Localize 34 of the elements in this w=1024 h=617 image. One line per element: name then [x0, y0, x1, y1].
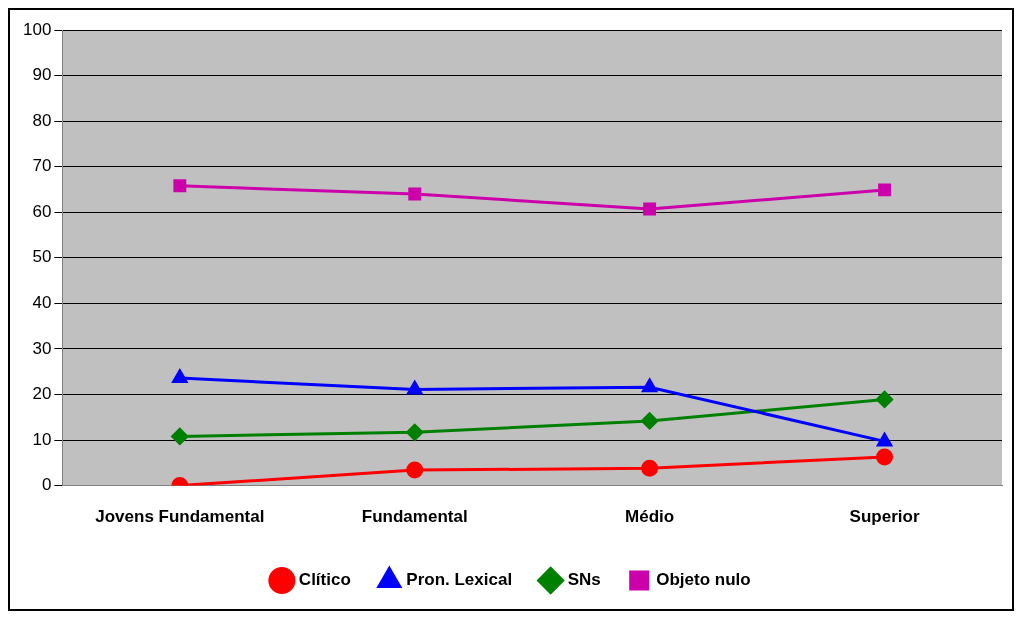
legend-label: SNs [567, 570, 601, 590]
y-tick-label: 40 [32, 293, 52, 313]
y-tick-label: 0 [41, 475, 52, 495]
y-tick-label: 80 [32, 110, 52, 130]
legend-label: Objeto nulo [656, 570, 751, 590]
point [642, 378, 658, 393]
point [407, 380, 423, 395]
y-tick-label: 70 [32, 156, 52, 176]
y-tick-label: 20 [32, 384, 52, 404]
y-tick-label: 10 [32, 429, 52, 449]
point [876, 390, 894, 408]
y-tick-label: 30 [32, 338, 52, 358]
x-tick-label: Médio [625, 507, 675, 527]
point [876, 432, 893, 447]
point [641, 412, 659, 430]
point [641, 459, 659, 477]
point [173, 179, 187, 193]
x-tick-label: Fundamental [361, 507, 468, 527]
point [876, 448, 894, 466]
point [171, 427, 189, 445]
point [406, 461, 424, 479]
legend-label: Clítico [298, 570, 351, 590]
point [878, 183, 891, 197]
y-tick-label: 60 [32, 201, 52, 221]
point [408, 187, 422, 201]
point [643, 202, 657, 216]
y-tick-label: 50 [32, 247, 52, 267]
y-tick-label: 90 [32, 65, 52, 85]
x-tick-label: Jovens Fundamental [95, 507, 265, 527]
y-tick-label: 100 [22, 19, 52, 39]
point [406, 423, 424, 441]
x-tick-label: Superior [849, 507, 920, 527]
legend-label: Pron. Lexical [406, 570, 513, 590]
point [172, 369, 188, 384]
